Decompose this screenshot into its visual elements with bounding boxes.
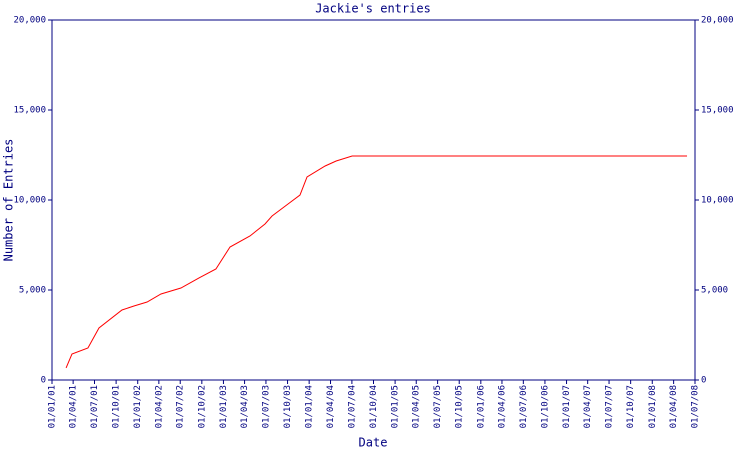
y-axis-label: Number of Entries xyxy=(2,139,16,262)
x-tick-label: 01/01/04 xyxy=(305,385,315,428)
y2-tick-label: 10,000 xyxy=(701,196,734,206)
x-tick-label: 01/10/06 xyxy=(540,385,550,428)
x-tick-label: 01/10/05 xyxy=(455,385,465,428)
x-tick-label: 01/10/04 xyxy=(369,385,379,428)
x-tick-label: 01/04/02 xyxy=(154,385,164,428)
x-tick-label: 01/07/03 xyxy=(261,385,271,428)
x-tick-label: 01/07/01 xyxy=(90,385,100,428)
x-tick-label: 01/04/08 xyxy=(669,385,679,428)
y-tick-label: 5,000 xyxy=(19,286,46,296)
x-tick-label: 01/04/06 xyxy=(497,385,507,428)
x-tick-label: 01/10/03 xyxy=(283,385,293,428)
x-tick-label: 01/10/02 xyxy=(197,385,207,428)
data-line xyxy=(65,155,688,369)
x-tick-label: 01/07/05 xyxy=(433,385,443,428)
x-tick-label: 01/04/01 xyxy=(69,385,79,428)
x-axis-label: Date xyxy=(359,436,388,450)
x-tick-label: 01/10/07 xyxy=(626,385,636,428)
x-tick-label: 01/01/01 xyxy=(48,385,58,428)
plot-frame xyxy=(51,19,696,381)
y-tick-label: 10,000 xyxy=(13,196,46,206)
x-tick-label: 01/04/05 xyxy=(412,385,422,428)
y2-tick-label: 5,000 xyxy=(701,286,728,296)
x-tick-label: 01/04/04 xyxy=(326,385,336,428)
x-tick-label: 01/07/07 xyxy=(605,385,615,428)
x-tick-label: 01/07/06 xyxy=(519,385,529,428)
y2-tick-label: 15,000 xyxy=(701,106,734,116)
x-tick-label: 01/01/02 xyxy=(133,385,143,428)
x-tick-label: 01/01/08 xyxy=(648,385,658,428)
x-tick-label: 01/01/05 xyxy=(391,385,401,428)
x-tick-label: 01/01/03 xyxy=(219,385,229,428)
chart-title: Jackie's entries xyxy=(315,2,431,16)
y-tick-label: 20,000 xyxy=(13,16,46,26)
y-tick-label: 15,000 xyxy=(13,106,46,116)
x-tick-label: 01/07/08 xyxy=(691,385,701,428)
x-tick-label: 01/04/03 xyxy=(240,385,250,428)
x-tick-label: 01/01/06 xyxy=(476,385,486,428)
x-tick-label: 01/10/01 xyxy=(112,385,122,428)
x-tick-label: 01/04/07 xyxy=(583,385,593,428)
y2-tick-label: 0 xyxy=(701,376,706,386)
x-tick-label: 01/01/07 xyxy=(562,385,572,428)
x-tick-label: 01/07/02 xyxy=(176,385,186,428)
y2-tick-label: 20,000 xyxy=(701,16,734,26)
x-tick-label: 01/07/04 xyxy=(347,385,357,428)
y-tick-label: 0 xyxy=(41,376,46,386)
